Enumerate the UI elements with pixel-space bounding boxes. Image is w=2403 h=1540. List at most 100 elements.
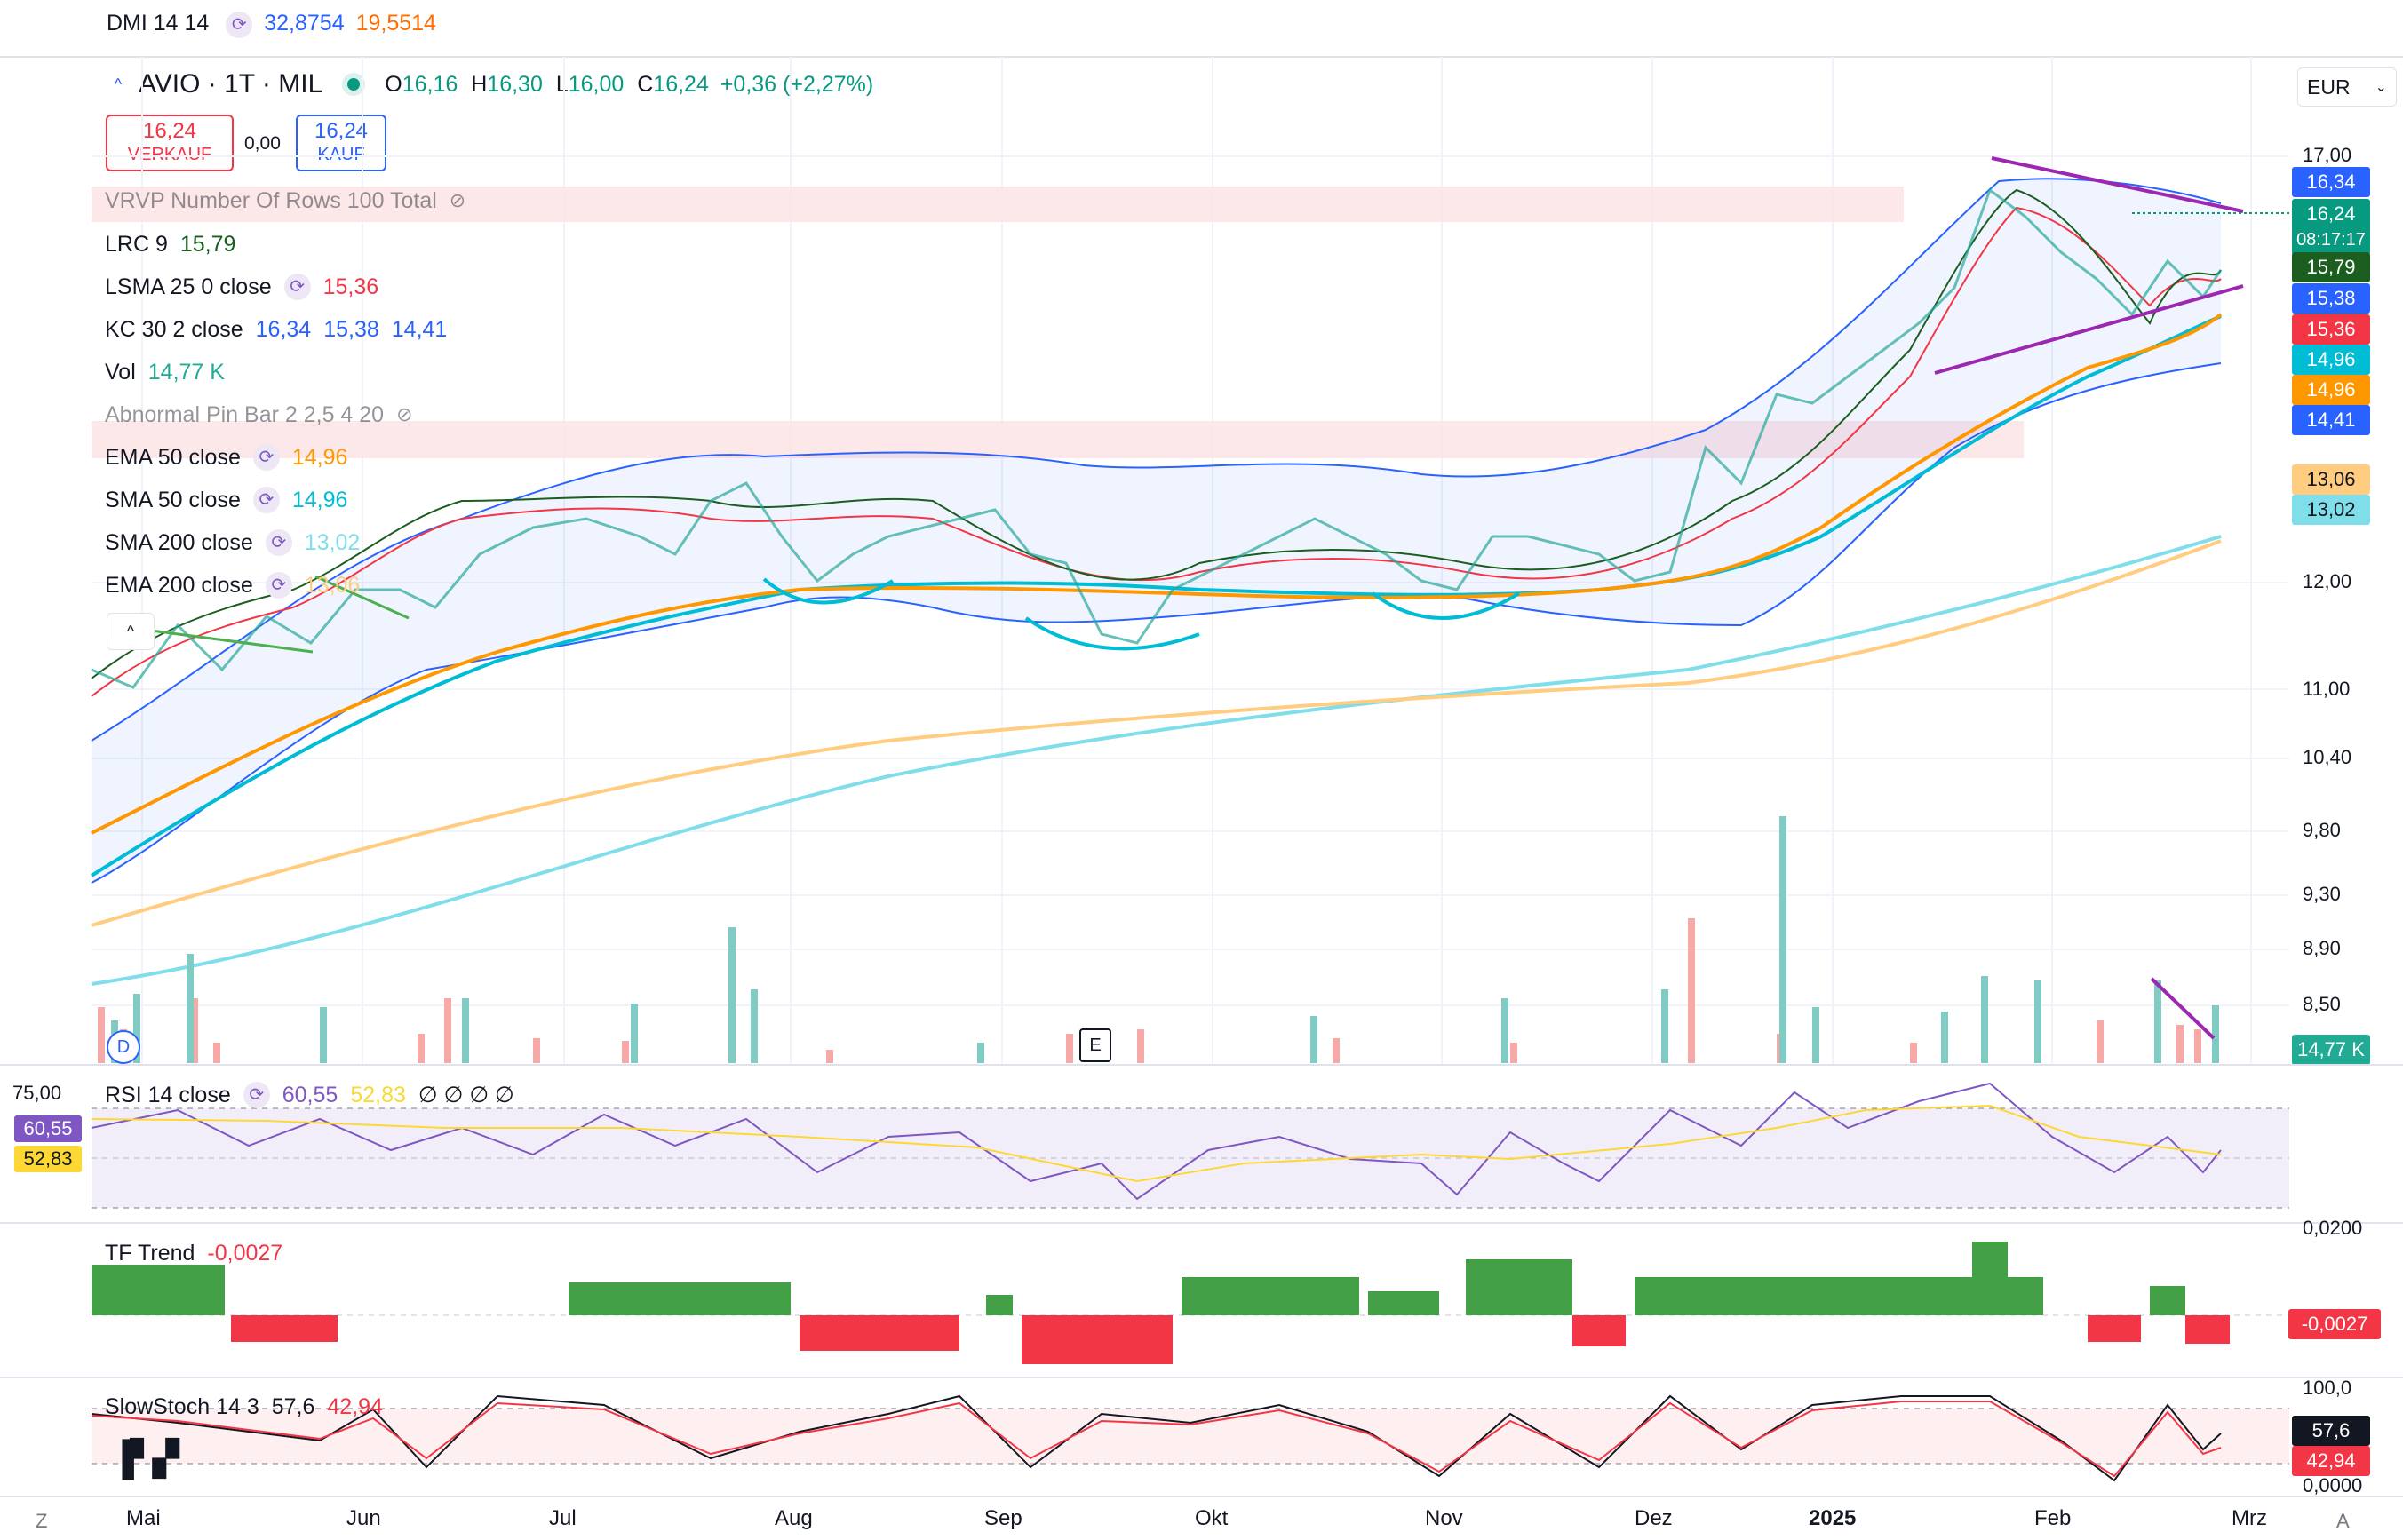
indicator-name: VRVP Number Of Rows 100 Total [105, 187, 437, 213]
indicator-ema50[interactable]: EMA 50 close ⟳ 14,96 [105, 441, 347, 474]
price-tag-kc-upper: 16,34 [2292, 167, 2370, 197]
stoch-axis-bottom: 0,0000 [2303, 1474, 2363, 1496]
collapse-chevron-icon[interactable]: ^ [114, 75, 123, 93]
rsi-value: 60,55 [282, 1082, 338, 1107]
price-tag-countdown: 08:17:17 [2292, 225, 2370, 255]
indicator-value: 14,96 [291, 487, 348, 512]
pane-divider [0, 1377, 2403, 1378]
indicator-name: KC 30 2 close [105, 316, 243, 342]
currency-select[interactable]: EUR ⌄ [2297, 67, 2397, 107]
timezone-button[interactable]: Z [36, 1510, 48, 1532]
spread-value: 0,00 [244, 133, 281, 154]
price-axis-label: 8,90 [2303, 937, 2341, 959]
price-tag-sma50: 14,96 [2292, 345, 2370, 375]
price-chart-svg[interactable] [0, 57, 2403, 1064]
indicator-value: 14,41 [391, 316, 448, 342]
indicator-lsma[interactable]: LSMA 25 0 close ⟳ 15,36 [105, 270, 378, 304]
pane-divider [0, 1496, 2403, 1497]
indicator-name: EMA 50 close [105, 444, 241, 470]
eye-hidden-icon[interactable]: ⊘ [449, 189, 466, 211]
tf-axis-top: 0,0200 [2303, 1217, 2363, 1239]
symbol-legend[interactable]: ^ AVIO · 1T · MIL O16,16 H16,30 L16,00 C… [107, 69, 873, 99]
price-axis-label: 8,50 [2303, 993, 2341, 1015]
change-value: +0,36 (+2,27%) [720, 71, 874, 97]
sync-icon: ⟳ [265, 529, 292, 556]
eye-hidden-icon[interactable]: ⊘ [396, 403, 413, 425]
time-axis-label: Mai [126, 1506, 161, 1530]
price-tag-kc-mid: 15,38 [2292, 283, 2370, 314]
tf-tag: -0,0027 [2288, 1309, 2381, 1339]
earnings-marker[interactable]: E [1079, 1028, 1111, 1062]
tradingview-logo-icon: ▐▘▞ [110, 1441, 179, 1478]
time-axis-label: Mrz [2232, 1506, 2267, 1530]
indicator-name: Vol [105, 359, 136, 385]
time-axis-label: Jul [549, 1506, 577, 1530]
price-tag-ema200: 13,06 [2292, 464, 2370, 495]
pane-divider [0, 56, 2403, 58]
collapse-legend-button[interactable]: ^ [107, 613, 155, 650]
indicator-name: SlowStoch 14 3 [105, 1393, 259, 1419]
indicator-name: LSMA 25 0 close [105, 274, 272, 299]
rsi-axis-top: 75,00 [12, 1082, 62, 1104]
price-axis-label: 10,40 [2303, 746, 2352, 768]
open-label: O [385, 71, 402, 97]
indicator-pinbar[interactable]: Abnormal Pin Bar 2 2,5 4 20 ⊘ [105, 398, 413, 432]
price-tag-ema50: 14,96 [2292, 375, 2370, 405]
time-axis-label: 2025 [1809, 1506, 1857, 1530]
indicator-slowstoch[interactable]: SlowStoch 14 3 57,6 42,94 [105, 1390, 383, 1424]
auto-scale-button[interactable]: A [2336, 1510, 2350, 1532]
time-axis-label: Aug [775, 1506, 813, 1530]
indicator-value: 15,36 [322, 274, 379, 299]
indicator-name: EMA 200 close [105, 572, 253, 598]
time-axis-label: Dez [1635, 1506, 1673, 1530]
indicator-tf-trend[interactable]: TF Trend -0,0027 [105, 1236, 282, 1270]
buy-price: 16,24 [314, 119, 369, 143]
indicator-value: 15,38 [323, 316, 379, 342]
close-value: 16,24 [653, 71, 709, 97]
stoch-k-value: 57,6 [271, 1393, 315, 1419]
price-tag-lrc: 15,79 [2292, 252, 2370, 282]
indicator-kc[interactable]: KC 30 2 close 16,34 15,38 14,41 [105, 313, 447, 346]
dividend-marker[interactable]: D [107, 1030, 140, 1064]
indicator-value: 15,79 [179, 231, 236, 257]
high-value: 16,30 [487, 71, 543, 97]
sell-label: VERKAUF [127, 145, 212, 164]
dmi-header[interactable]: DMI 14 14 ⟳ 32,8754 19,5514 [107, 11, 436, 38]
indicator-vrvp[interactable]: VRVP Number Of Rows 100 Total ⊘ [105, 184, 465, 218]
sell-button[interactable]: 16,24 VERKAUF [106, 115, 234, 171]
indicator-name: SMA 50 close [105, 487, 241, 512]
rsi-tag-value: 60,55 [14, 1115, 82, 1142]
price-axis-label: 12,00 [2303, 570, 2352, 592]
indicator-ema200[interactable]: EMA 200 close ⟳ 13,06 [105, 568, 360, 602]
ohlc: O16,16 H16,30 L16,00 C16,24 +0,36 (+2,27… [385, 72, 873, 98]
sync-icon: ⟳ [243, 1082, 270, 1108]
indicator-name: TF Trend [105, 1240, 195, 1266]
indicator-vol[interactable]: Vol 14,77 K [105, 355, 225, 389]
symbol-title: AVIO · 1T · MIL [139, 69, 323, 99]
indicator-value: 13,06 [304, 572, 361, 598]
price-tag-lsma: 15,36 [2292, 314, 2370, 345]
sync-icon: ⟳ [252, 487, 280, 513]
price-axis-label: 9,80 [2303, 819, 2341, 841]
stoch-chart-svg[interactable] [0, 1378, 2403, 1485]
indicator-value: 14,96 [291, 444, 348, 470]
indicator-sma50[interactable]: SMA 50 close ⟳ 14,96 [105, 483, 347, 517]
main-chart-pane[interactable] [0, 57, 2403, 1064]
rsi-chart-svg[interactable] [0, 1066, 2403, 1222]
indicator-sma200[interactable]: SMA 200 close ⟳ 13,02 [105, 526, 360, 560]
indicator-rsi[interactable]: RSI 14 close ⟳ 60,55 52,83 ∅ ∅ ∅ ∅ [105, 1078, 514, 1112]
price-axis-label: 11,00 [2303, 678, 2351, 700]
volume-bars [92, 1012, 2289, 1013]
buy-button[interactable]: 16,24 KAUF [296, 115, 386, 171]
currency-label: EUR [2307, 75, 2351, 99]
time-axis-label: Sep [984, 1506, 1022, 1530]
sync-icon: ⟳ [252, 444, 280, 471]
indicator-value: 16,34 [255, 316, 312, 342]
indicator-lrc[interactable]: LRC 9 15,79 [105, 227, 235, 261]
tf-trend-chart-svg[interactable] [0, 1224, 2403, 1377]
high-label: H [471, 71, 488, 97]
price-axis-label: 9,30 [2303, 883, 2341, 905]
price-tag-kc-lower: 14,41 [2292, 405, 2370, 435]
stoch-tag-d: 42,94 [2292, 1446, 2370, 1476]
time-axis-label: Nov [1425, 1506, 1463, 1530]
